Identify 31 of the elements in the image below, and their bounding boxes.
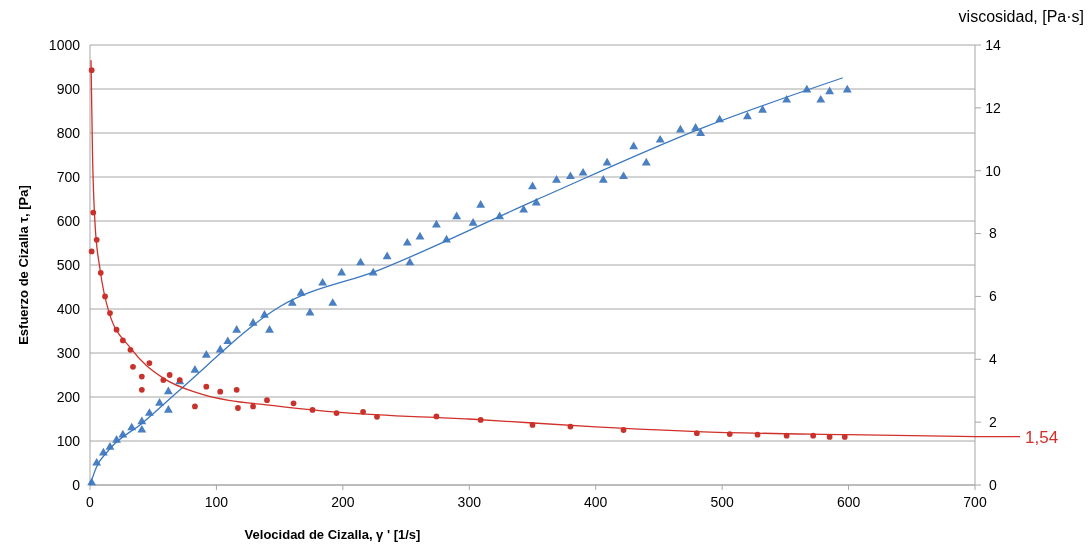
x-tick-label: 600 [836, 494, 861, 510]
y-tick-label: 300 [56, 344, 81, 361]
x-tick-label: 100 [204, 494, 229, 510]
y2-tick-label: 2 [989, 414, 998, 431]
y2-tick-label: 8 [989, 225, 998, 242]
x-tick-label: 300 [457, 494, 482, 510]
y2-tick-label: 10 [985, 162, 1001, 179]
x-tick-label: 0 [86, 494, 95, 510]
y-tick-label: 900 [56, 80, 81, 97]
y2-tick-label: 6 [989, 288, 998, 305]
x-axis-title: Velocidad de Cizalla, γ ' [1/s] [244, 527, 421, 542]
y-tick-label: 600 [56, 212, 81, 229]
y2-tick-label: 14 [985, 36, 1001, 53]
y-tick-label: 700 [56, 168, 81, 185]
y2-tick-label: 0 [989, 476, 998, 493]
y-tick-label: 500 [56, 256, 81, 273]
y-tick-label: 1000 [48, 36, 81, 53]
y-tick-label: 200 [56, 388, 81, 405]
y-axis-title: Esfuerzo de Cizalla τ, [Pa] [16, 185, 31, 345]
x-tick-label: 400 [584, 494, 608, 510]
x-tick-label: 500 [710, 494, 735, 510]
y2-tick-label: 4 [989, 351, 998, 368]
y-tick-label: 100 [56, 432, 81, 449]
y2-axis-title: viscosidad, [Pa·s] [958, 8, 1084, 25]
y-tick-label: 0 [72, 476, 81, 493]
y2-tick-label: 12 [985, 99, 1001, 116]
y-tick-label: 800 [56, 124, 81, 141]
x-tick-label: 700 [963, 494, 987, 510]
y-tick-label: 400 [56, 300, 81, 317]
ref-line-label: 1,54 [1025, 427, 1059, 447]
x-tick-label: 200 [331, 494, 355, 510]
